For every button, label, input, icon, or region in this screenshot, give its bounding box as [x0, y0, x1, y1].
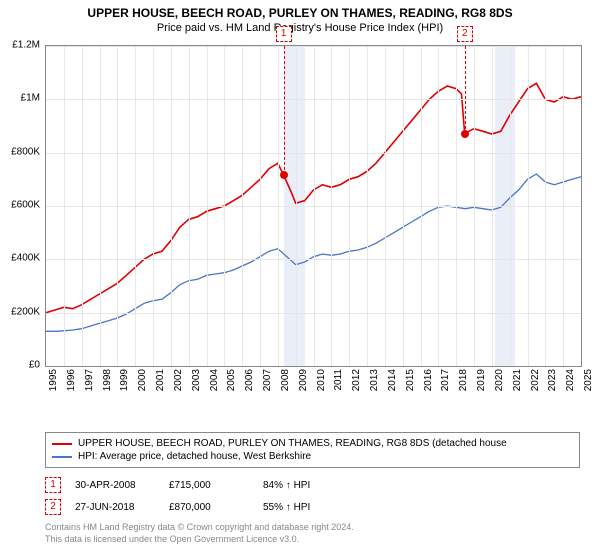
- grid-line-v: [510, 46, 511, 366]
- x-axis-label: 2019: [476, 369, 487, 391]
- grid-line-v: [82, 46, 83, 366]
- x-axis-label: 2005: [226, 369, 237, 391]
- grid-line-v: [563, 46, 564, 366]
- chart-title: UPPER HOUSE, BEECH ROAD, PURLEY ON THAME…: [0, 0, 600, 20]
- x-axis-label: 2015: [405, 369, 416, 391]
- y-axis-label: £600K: [0, 200, 40, 211]
- y-axis-label: £1M: [0, 93, 40, 104]
- legend-swatch: [52, 456, 72, 458]
- grid-line-v: [403, 46, 404, 366]
- grid-line-v: [314, 46, 315, 366]
- x-axis-label: 2004: [209, 369, 220, 391]
- grid-line-v: [492, 46, 493, 366]
- grid-line-v: [278, 46, 279, 366]
- grid-line-v: [100, 46, 101, 366]
- annotation-price: £715,000: [169, 480, 249, 491]
- x-axis-label: 1999: [119, 369, 130, 391]
- grid-line-v: [64, 46, 65, 366]
- x-axis-label: 2007: [262, 369, 273, 391]
- x-axis-label: 2010: [316, 369, 327, 391]
- grid-line-v: [367, 46, 368, 366]
- annotation-date: 27-JUN-2018: [75, 502, 155, 513]
- x-axis-label: 2013: [369, 369, 380, 391]
- x-axis-label: 2016: [423, 369, 434, 391]
- x-axis-label: 2011: [333, 369, 344, 391]
- x-axis-label: 2023: [547, 369, 558, 391]
- x-axis-label: 2018: [458, 369, 469, 391]
- grid-line-v: [296, 46, 297, 366]
- annotation-marker: 1: [45, 477, 61, 493]
- legend-label: HPI: Average price, detached house, West…: [78, 451, 311, 462]
- x-axis-label: 1997: [84, 369, 95, 391]
- legend-label: UPPER HOUSE, BEECH ROAD, PURLEY ON THAME…: [78, 438, 507, 449]
- grid-line-v: [207, 46, 208, 366]
- annotation-date: 30-APR-2008: [75, 480, 155, 491]
- x-axis-label: 2021: [512, 369, 523, 391]
- x-axis-label: 1996: [66, 369, 77, 391]
- grid-line-v: [260, 46, 261, 366]
- grid-line-v: [528, 46, 529, 366]
- footer-line-2: This data is licensed under the Open Gov…: [45, 534, 354, 546]
- x-axis-label: 2001: [155, 369, 166, 391]
- x-axis-label: 2012: [351, 369, 362, 391]
- marker-dot: [280, 171, 288, 179]
- grid-line-v: [331, 46, 332, 366]
- grid-line-v: [545, 46, 546, 366]
- grid-line-v: [153, 46, 154, 366]
- annotation-table: 1 30-APR-2008 £715,000 84% ↑ HPI 2 27-JUN-201…: [45, 474, 580, 518]
- x-axis-label: 2025: [583, 369, 594, 391]
- marker-label: 1: [276, 26, 292, 42]
- annotation-row: 2 27-JUN-2018 £870,000 55% ↑ HPI: [45, 496, 580, 518]
- grid-line-v: [135, 46, 136, 366]
- grid-line-v: [171, 46, 172, 366]
- chart: 12 £0£200K£400K£600K£800K£1M£1.2M1995199…: [45, 45, 580, 395]
- y-axis-label: £400K: [0, 253, 40, 264]
- grid-line-v: [242, 46, 243, 366]
- footer-credits: Contains HM Land Registry data © Crown c…: [45, 522, 354, 545]
- grid-line-v: [117, 46, 118, 366]
- x-axis-label: 1998: [102, 369, 113, 391]
- grid-line-v: [474, 46, 475, 366]
- annotation-delta: 55% ↑ HPI: [263, 502, 343, 513]
- y-axis-label: £0: [0, 360, 40, 371]
- x-axis-label: 2024: [565, 369, 576, 391]
- x-axis-label: 2022: [530, 369, 541, 391]
- x-axis-label: 2014: [387, 369, 398, 391]
- y-axis-label: £800K: [0, 146, 40, 157]
- y-axis-label: £200K: [0, 306, 40, 317]
- legend: UPPER HOUSE, BEECH ROAD, PURLEY ON THAME…: [45, 432, 580, 468]
- x-axis-label: 2008: [280, 369, 291, 391]
- annotation-marker: 2: [45, 499, 61, 515]
- grid-line-v: [438, 46, 439, 366]
- x-axis-label: 2003: [191, 369, 202, 391]
- annotation-row: 1 30-APR-2008 £715,000 84% ↑ HPI: [45, 474, 580, 496]
- x-axis-label: 2000: [137, 369, 148, 391]
- grid-line-v: [349, 46, 350, 366]
- grid-line-v: [189, 46, 190, 366]
- x-axis-label: 2006: [244, 369, 255, 391]
- marker-vline: [465, 46, 466, 134]
- plot-area: 12: [45, 45, 582, 367]
- footer-line-1: Contains HM Land Registry data © Crown c…: [45, 522, 354, 534]
- x-axis-label: 2017: [440, 369, 451, 391]
- x-axis-label: 2002: [173, 369, 184, 391]
- x-axis-label: 1995: [48, 369, 59, 391]
- chart-subtitle: Price paid vs. HM Land Registry's House …: [0, 20, 600, 34]
- legend-item: UPPER HOUSE, BEECH ROAD, PURLEY ON THAME…: [52, 437, 573, 450]
- grid-line-v: [456, 46, 457, 366]
- legend-item: HPI: Average price, detached house, West…: [52, 450, 573, 463]
- marker-dot: [461, 130, 469, 138]
- grid-line-v: [421, 46, 422, 366]
- grid-line-v: [224, 46, 225, 366]
- marker-vline: [284, 46, 285, 175]
- annotation-delta: 84% ↑ HPI: [263, 480, 343, 491]
- x-axis-label: 2009: [298, 369, 309, 391]
- x-axis-label: 2020: [494, 369, 505, 391]
- grid-line-v: [385, 46, 386, 366]
- marker-label: 2: [457, 26, 473, 42]
- y-axis-label: £1.2M: [0, 40, 40, 51]
- legend-swatch: [52, 443, 72, 445]
- annotation-price: £870,000: [169, 502, 249, 513]
